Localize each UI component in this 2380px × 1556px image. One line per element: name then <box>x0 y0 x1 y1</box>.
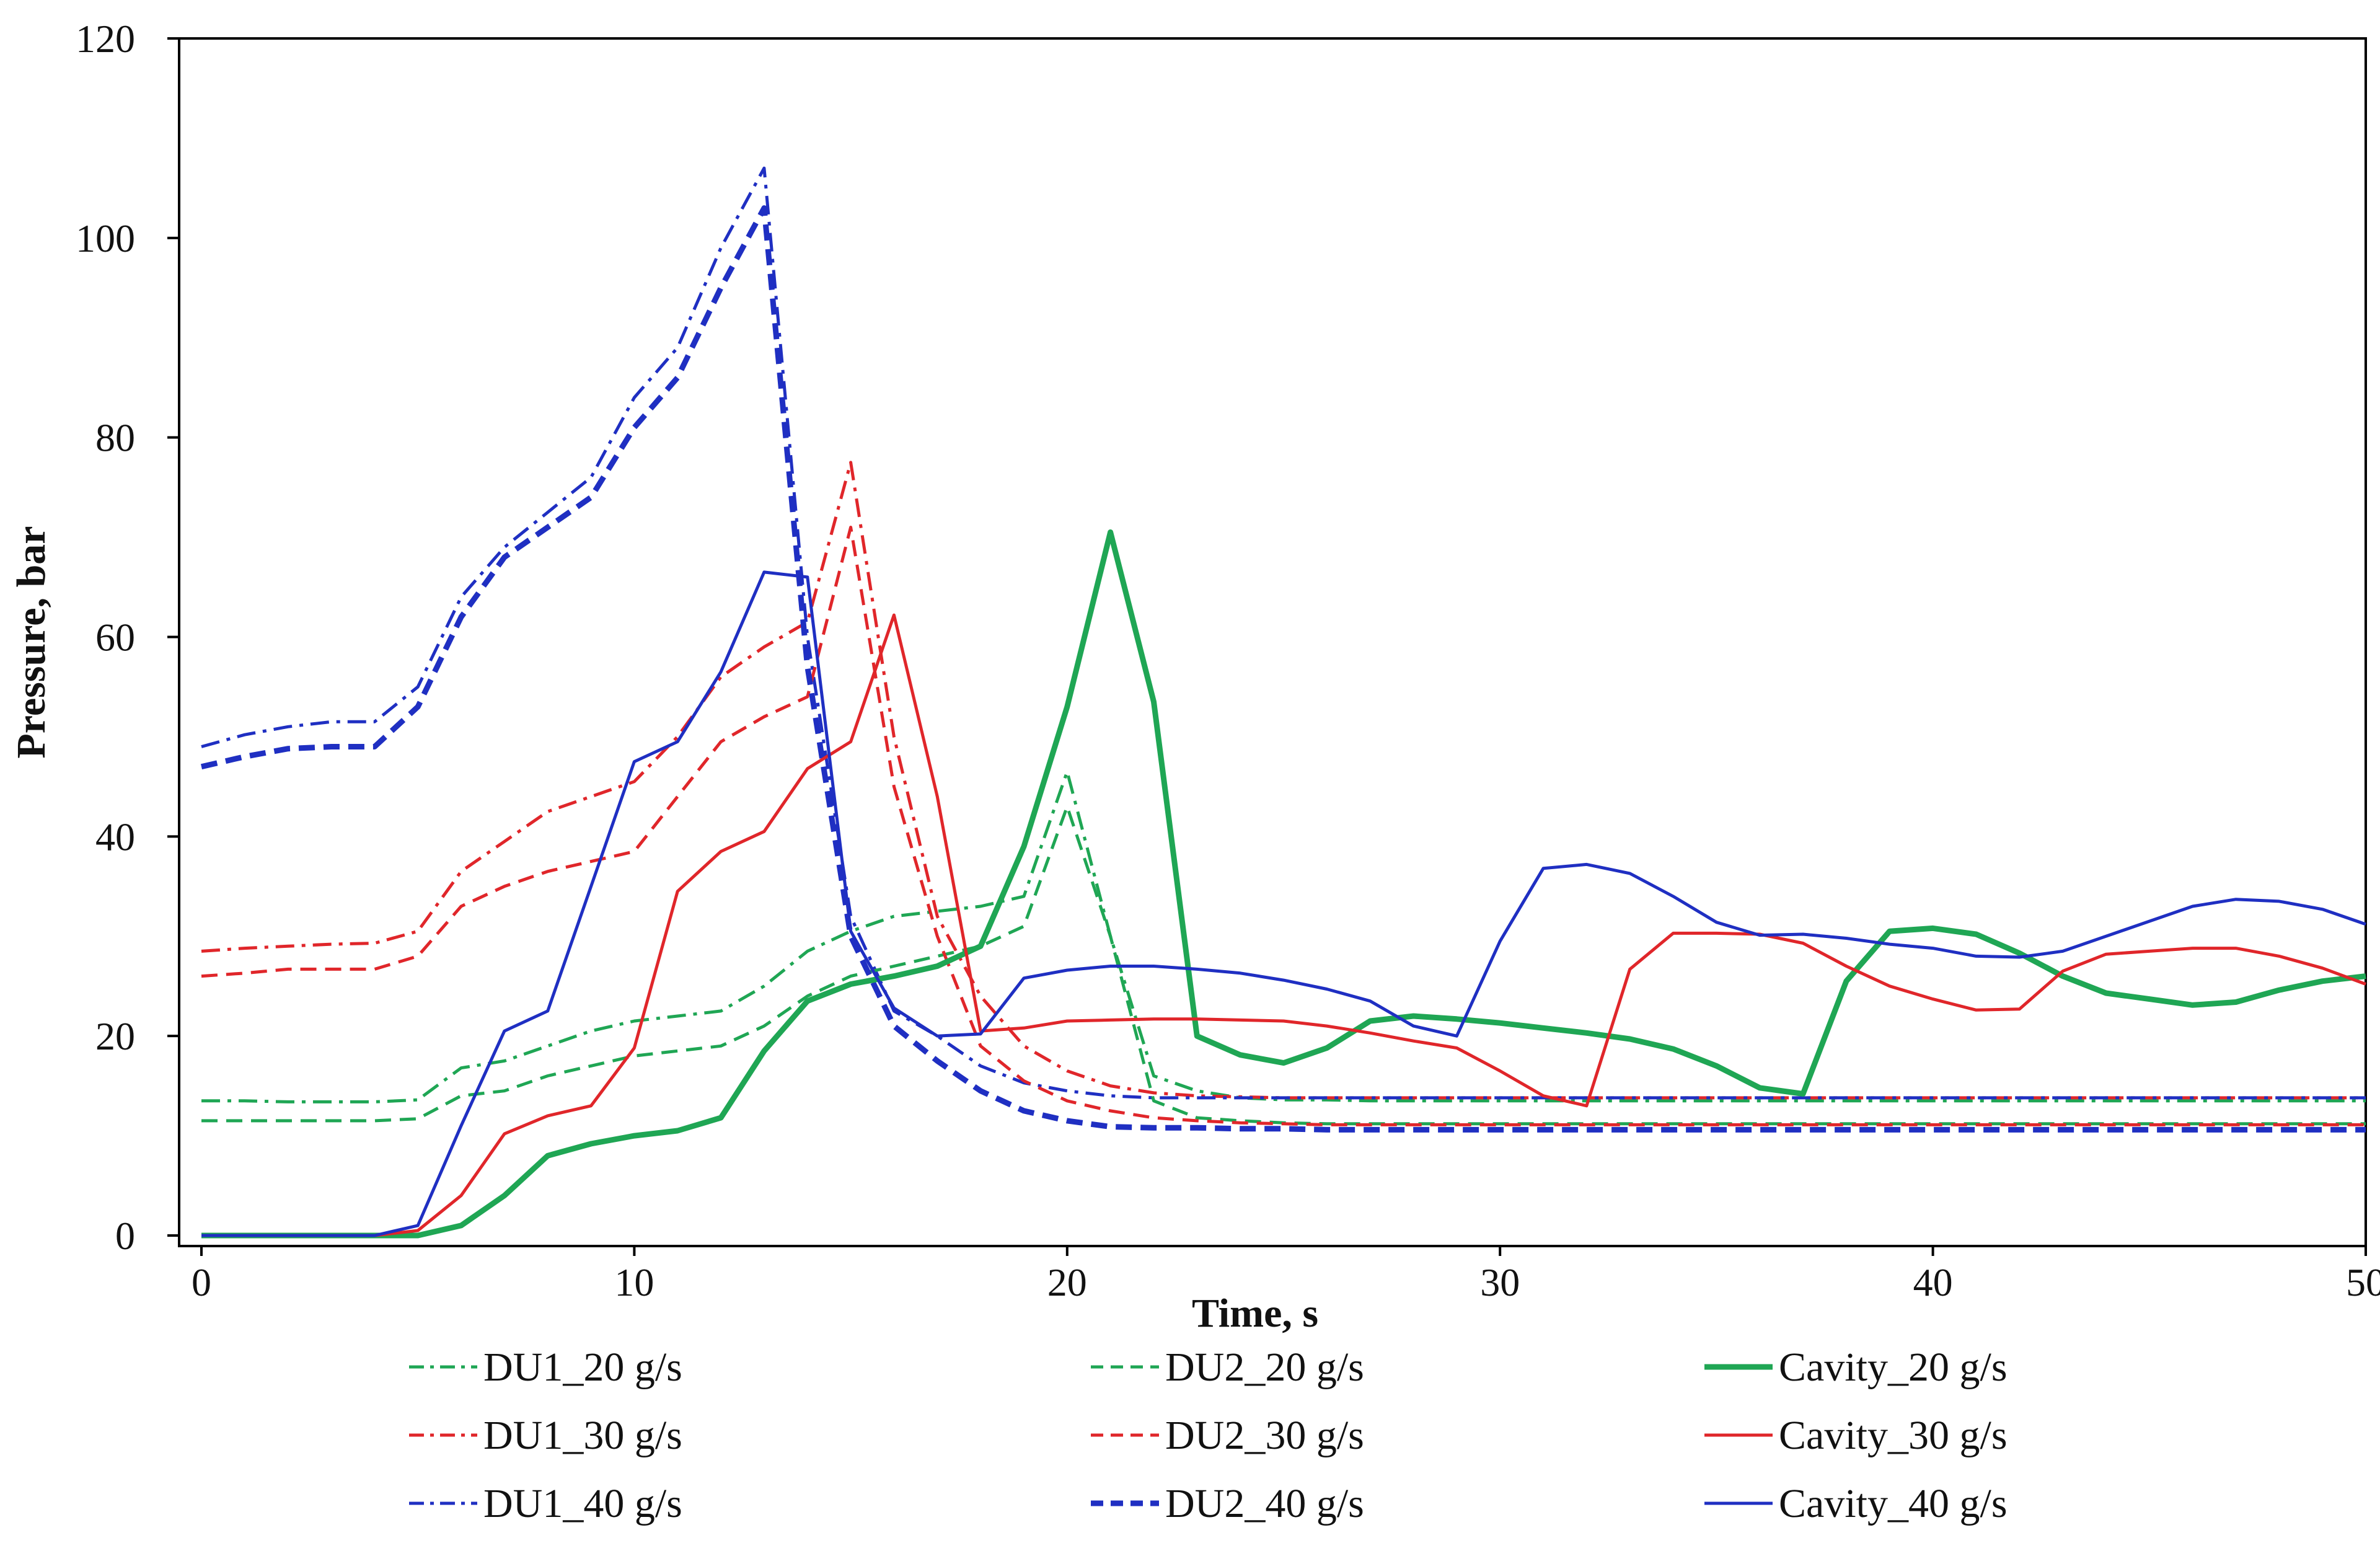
x-tick-label: 30 <box>1480 1260 1520 1304</box>
series-layer <box>200 166 2366 1239</box>
legend: DU1_20 g/s DU1_30 g/s DU1_40 g/s DU2_20 g/s… <box>409 1345 2008 1526</box>
y-tick-label: 0 <box>115 1214 135 1258</box>
y-tick-label: 100 <box>76 216 135 260</box>
series-line-cavity-20-g-s <box>201 529 2366 1239</box>
series-line-du1-30-g-s <box>201 461 2366 1100</box>
legend-label-cavity-30-g-s: Cavity_30 g/s <box>1779 1413 2008 1458</box>
legend-label-cavity-40-g-s: Cavity_40 g/s <box>1779 1481 2008 1526</box>
legend-label-du2-20-g-s: DU2_20 g/s <box>1165 1345 1364 1390</box>
legend-label-du1-40-g-s: DU1_40 g/s <box>483 1481 682 1526</box>
legend-label-du1-30-g-s: DU1_30 g/s <box>483 1413 682 1458</box>
x-tick-label: 10 <box>614 1260 654 1304</box>
x-axis-title: Time, s <box>1192 1291 1318 1336</box>
y-tick-label: 120 <box>76 17 135 61</box>
series-line-du1-40-g-s <box>201 166 2366 1100</box>
series-line-cavity-40-g-s <box>201 570 2366 1237</box>
tick-layer: 0 10 20 30 40 50 0 20 40 60 80 100 120 <box>76 17 2380 1304</box>
legend-label-du1-20-g-s: DU1_20 g/s <box>483 1345 682 1390</box>
legend-label-cavity-20-g-s: Cavity_20 g/s <box>1779 1345 2008 1390</box>
series-line-du1-20-g-s <box>201 770 2366 1103</box>
legend-label-du2-40-g-s: DU2_40 g/s <box>1165 1481 1364 1526</box>
x-tick-label: 0 <box>192 1260 211 1304</box>
y-axis-title: Pressure, bar <box>9 526 54 758</box>
x-tick-label: 20 <box>1047 1260 1087 1304</box>
x-tick-label: 50 <box>2346 1260 2380 1304</box>
series-line-cavity-30-g-s <box>201 613 2366 1237</box>
series-line-du2-40-g-s <box>200 205 2366 1133</box>
legend-label-du2-30-g-s: DU2_30 g/s <box>1165 1413 1364 1458</box>
y-tick-label: 80 <box>95 416 135 460</box>
y-tick-label: 40 <box>95 815 135 859</box>
plot-area-frame <box>178 37 2367 1247</box>
y-tick-label: 60 <box>95 616 135 660</box>
y-tick-label: 20 <box>95 1014 135 1058</box>
series-line-du2-30-g-s <box>201 526 2366 1126</box>
x-tick-label: 40 <box>1913 1260 1953 1304</box>
